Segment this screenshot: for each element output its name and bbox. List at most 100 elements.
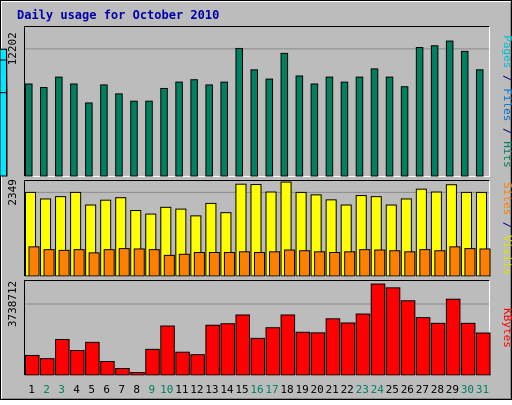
bar-hits-day-16	[250, 69, 259, 177]
bar-kbytes-day-2	[40, 358, 55, 376]
bar-hits-day-31	[475, 69, 484, 177]
bar-sites-day-15	[238, 251, 250, 277]
bar-hits-day-29	[445, 40, 454, 177]
x-tick-label-day-12: 12	[190, 383, 203, 396]
bar-kbytes-day-15	[235, 314, 250, 376]
bar-kbytes-day-6	[100, 361, 115, 376]
x-tick-label-day-27: 27	[416, 383, 429, 396]
chart-bevel-shadow	[2, 2, 511, 399]
bar-hits-day-1	[25, 83, 33, 177]
bars	[25, 181, 491, 277]
bar-hits-day-15	[235, 47, 243, 177]
x-tick-label-day-15: 15	[235, 383, 248, 396]
bar-kbytes-day-3	[55, 338, 70, 376]
bar-kbytes-day-19	[295, 331, 311, 376]
bar-sites-day-23	[359, 249, 371, 277]
x-tick-label-day-21: 21	[326, 383, 339, 396]
bar-sites-day-3	[58, 249, 70, 277]
bar-sites-day-28	[434, 250, 446, 277]
bar-kbytes-day-28	[430, 322, 446, 376]
bar-hits-day-13	[205, 84, 213, 177]
plot-area-shadow-edge	[24, 26, 490, 177]
bars	[0, 40, 484, 177]
plot-area-light-edge	[24, 26, 490, 177]
bar-sites-day-14	[223, 252, 235, 277]
x-tick-label-day-1: 1	[28, 383, 35, 396]
chart-bevel-highlight	[1, 1, 511, 399]
bar-kbytes-day-5	[85, 341, 100, 376]
bar-hits-day-18	[280, 52, 289, 177]
bar-sites-day-12	[193, 252, 205, 277]
x-tick-label-day-20: 20	[311, 383, 324, 396]
side-legend-segment: Files	[501, 88, 512, 121]
bar-kbytes-day-13	[205, 324, 220, 376]
plot-area-shadow-edge	[24, 180, 490, 277]
bar-sites-day-31	[479, 248, 491, 277]
bar-sites-day-19	[299, 250, 311, 277]
bar-kbytes-day-7	[115, 368, 130, 376]
panel-visits-sites: 2349 Sites / Visits	[6, 179, 512, 277]
x-tick-label-day-24: 24	[371, 383, 385, 396]
x-axis-labels: 1 2 3 4 5 6 7 8 9 10 11 12 13 14 15 16 17 18 19 20 21 22 23 24 2…	[28, 383, 489, 396]
x-tick-label-day-3: 3	[58, 383, 65, 396]
bar-sites-day-29	[449, 246, 461, 277]
bar-sites-day-13	[208, 252, 220, 277]
x-tick-label-day-19: 19	[295, 383, 308, 396]
side-legend-segment: /	[501, 68, 512, 88]
bar-sites-day-7	[118, 248, 130, 277]
bar-sites-day-25	[389, 250, 401, 277]
bar-kbytes-day-4	[70, 350, 85, 376]
bar-sites-day-30	[464, 248, 476, 277]
x-tick-label-day-8: 8	[133, 383, 140, 396]
x-tick-label-day-31: 31	[476, 383, 489, 396]
bar-sites-day-20	[314, 251, 326, 277]
side-legend-segment: Sites	[501, 182, 512, 215]
bar-kbytes-day-1	[25, 354, 40, 376]
bar-kbytes-day-14	[220, 323, 235, 376]
x-tick-label-day-2: 2	[43, 383, 50, 396]
side-legend-segment: /	[501, 121, 512, 141]
bar-hits-day-26	[400, 86, 409, 177]
x-tick-label-day-25: 25	[386, 383, 399, 396]
bars	[25, 283, 491, 376]
bar-kbytes-day-31	[475, 332, 491, 376]
bar-hits-day-23	[355, 76, 364, 177]
bar-kbytes-day-16	[250, 337, 266, 376]
side-legend-hits-files-pages: Pages / Files / Hits	[501, 35, 512, 168]
bar-kbytes-day-29	[445, 298, 461, 376]
x-tick-label-day-16: 16	[250, 383, 263, 396]
bar-kbytes-day-25	[385, 287, 401, 376]
y-scale-label: 3738712	[6, 281, 19, 327]
bar-kbytes-day-30	[460, 322, 476, 376]
bar-sites-day-17	[269, 251, 281, 277]
bar-sites-day-5	[88, 252, 100, 277]
bar-sites-day-27	[419, 249, 431, 277]
x-tick-label-day-7: 7	[118, 383, 125, 396]
bar-kbytes-day-22	[340, 322, 356, 376]
bar-hits-day-30	[460, 50, 469, 177]
x-tick-label-day-5: 5	[88, 383, 95, 396]
x-tick-label-day-11: 11	[175, 383, 188, 396]
bar-sites-day-10	[163, 254, 175, 277]
bar-hits-day-6	[100, 84, 108, 177]
bar-sites-day-24	[374, 249, 386, 277]
bar-hits-day-28	[430, 45, 439, 177]
bar-sites-day-4	[73, 249, 85, 277]
bar-kbytes-day-12	[190, 354, 205, 376]
y-scale-label: 12202	[6, 32, 19, 65]
bar-hits-day-19	[295, 75, 304, 177]
side-legend-segment: KBytes	[501, 308, 512, 348]
x-tick-label-day-4: 4	[73, 383, 80, 396]
side-legend-segment: Pages	[501, 35, 512, 68]
bar-sites-day-22	[344, 251, 356, 277]
bar-hits-day-17	[265, 78, 274, 177]
bar-hits-day-20	[310, 83, 319, 177]
side-legend-segment: Hits	[501, 141, 512, 168]
bar-kbytes-day-23	[355, 313, 371, 376]
bar-hits-day-14	[220, 81, 228, 177]
bar-sites-day-2	[43, 249, 55, 277]
x-tick-label-day-13: 13	[205, 383, 218, 396]
bar-hits-day-24	[370, 68, 379, 177]
